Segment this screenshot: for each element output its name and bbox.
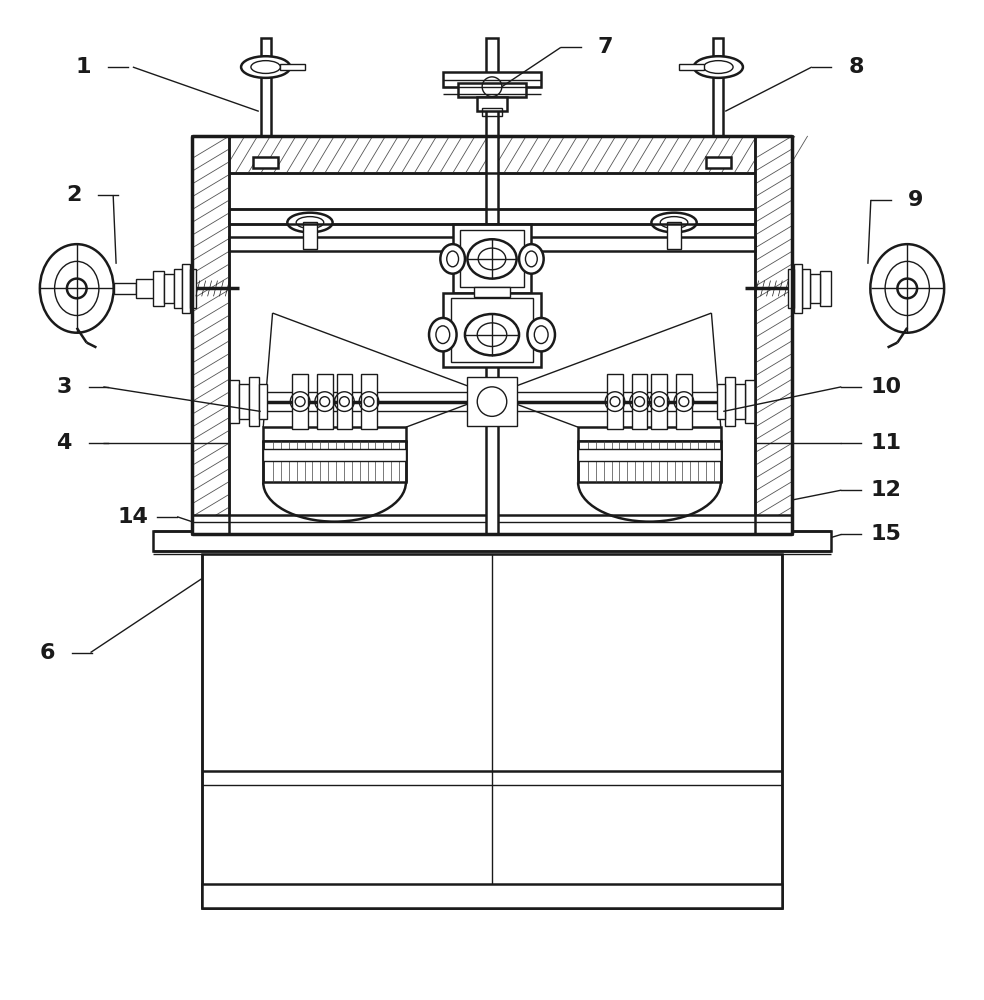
Bar: [477, 97, 507, 111]
Bar: [114, 283, 136, 294]
Bar: [361, 374, 377, 429]
Text: 10: 10: [870, 377, 901, 397]
Bar: [735, 384, 745, 419]
Ellipse shape: [520, 244, 543, 274]
Bar: [136, 279, 165, 298]
Text: 3: 3: [56, 377, 72, 397]
Bar: [192, 136, 792, 173]
Bar: [607, 374, 623, 429]
Bar: [259, 384, 267, 419]
Bar: [460, 230, 524, 287]
Bar: [174, 269, 182, 308]
Bar: [153, 531, 831, 551]
Bar: [820, 271, 831, 306]
Ellipse shape: [467, 239, 517, 279]
Text: 11: 11: [870, 433, 901, 453]
Bar: [202, 884, 782, 908]
Bar: [755, 136, 792, 534]
Text: 1: 1: [76, 57, 92, 77]
Bar: [482, 108, 502, 116]
Bar: [164, 274, 174, 303]
Bar: [788, 269, 794, 308]
Bar: [745, 380, 755, 423]
Bar: [725, 377, 735, 426]
Text: 6: 6: [39, 643, 55, 663]
Bar: [451, 298, 533, 362]
Text: 12: 12: [870, 480, 901, 500]
Circle shape: [67, 279, 87, 298]
Bar: [264, 427, 405, 441]
Bar: [802, 269, 810, 308]
Bar: [317, 374, 333, 429]
Bar: [713, 38, 723, 136]
Bar: [229, 380, 239, 423]
Bar: [249, 377, 259, 426]
Bar: [337, 374, 352, 429]
Ellipse shape: [441, 244, 465, 274]
Ellipse shape: [651, 213, 697, 232]
Ellipse shape: [464, 314, 520, 355]
Bar: [202, 554, 782, 908]
Bar: [632, 374, 647, 429]
Bar: [192, 515, 792, 534]
Bar: [443, 293, 541, 367]
Bar: [292, 374, 308, 429]
Bar: [229, 237, 755, 251]
Text: 8: 8: [848, 57, 864, 77]
Bar: [467, 377, 517, 426]
Bar: [679, 64, 704, 70]
Ellipse shape: [871, 244, 945, 333]
Text: 2: 2: [66, 185, 82, 205]
Bar: [810, 274, 820, 303]
Bar: [484, 224, 500, 293]
Bar: [264, 449, 405, 461]
Bar: [280, 64, 305, 70]
Bar: [453, 224, 531, 293]
Bar: [153, 271, 164, 306]
Bar: [261, 38, 271, 136]
Bar: [579, 449, 720, 461]
Bar: [239, 384, 249, 419]
Bar: [458, 83, 526, 97]
Bar: [253, 157, 278, 168]
Text: 4: 4: [56, 433, 72, 453]
Bar: [192, 136, 229, 534]
Bar: [165, 282, 195, 295]
Text: 15: 15: [870, 524, 901, 544]
Circle shape: [897, 279, 917, 298]
Text: 9: 9: [907, 190, 923, 210]
Bar: [486, 38, 498, 534]
Bar: [182, 264, 190, 313]
Ellipse shape: [694, 56, 743, 78]
Bar: [794, 264, 802, 313]
Bar: [190, 269, 196, 308]
Text: 7: 7: [597, 37, 613, 57]
Bar: [303, 222, 317, 249]
Ellipse shape: [40, 244, 114, 333]
Bar: [229, 209, 755, 224]
Text: 14: 14: [117, 507, 149, 527]
Bar: [667, 222, 681, 249]
Bar: [676, 374, 692, 429]
Bar: [579, 441, 720, 482]
Ellipse shape: [429, 318, 457, 351]
Bar: [717, 384, 725, 419]
Ellipse shape: [287, 213, 333, 232]
Bar: [264, 441, 405, 482]
Bar: [706, 157, 731, 168]
Ellipse shape: [527, 318, 555, 351]
Bar: [474, 287, 510, 297]
Ellipse shape: [241, 56, 290, 78]
Bar: [579, 427, 720, 441]
Bar: [651, 374, 667, 429]
Bar: [443, 72, 541, 87]
